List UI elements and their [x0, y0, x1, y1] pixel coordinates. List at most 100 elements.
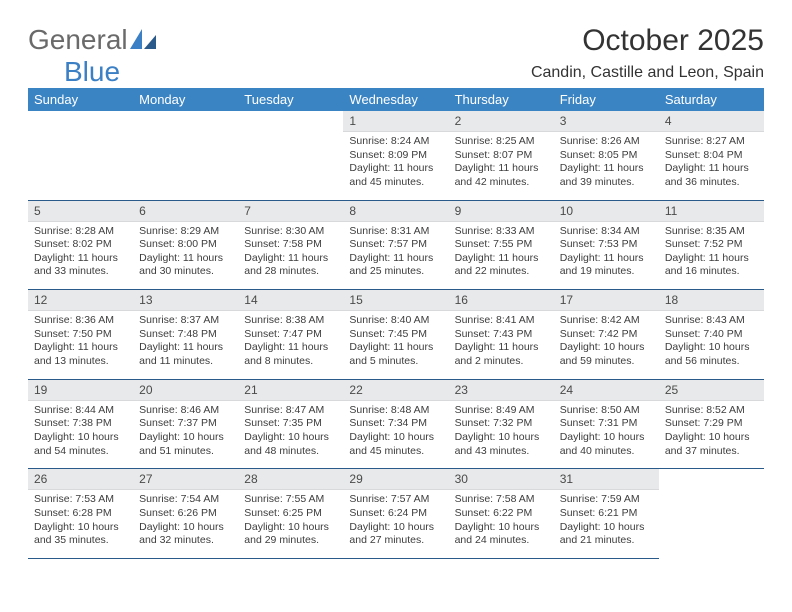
calendar-day-cell: 17Sunrise: 8:42 AMSunset: 7:42 PMDayligh… [554, 290, 659, 380]
month-title: October 2025 [582, 24, 764, 58]
calendar-day-cell: 29Sunrise: 7:57 AMSunset: 6:24 PMDayligh… [343, 469, 448, 559]
calendar-day-cell: 19Sunrise: 8:44 AMSunset: 7:38 PMDayligh… [28, 379, 133, 469]
day-number: 24 [554, 380, 659, 401]
daylight-text: Daylight: 10 hours [34, 431, 127, 445]
calendar-week-row: 19Sunrise: 8:44 AMSunset: 7:38 PMDayligh… [28, 379, 764, 469]
logo-text-blue: Blue [64, 56, 120, 88]
daylight-text: Daylight: 11 hours [349, 162, 442, 176]
daylight-text: and 27 minutes. [349, 534, 442, 548]
sunset-text: Sunset: 7:47 PM [244, 328, 337, 342]
day-number: 29 [343, 469, 448, 490]
day-details [133, 129, 238, 187]
daylight-text: Daylight: 10 hours [349, 521, 442, 535]
sunrise-text: Sunrise: 8:47 AM [244, 404, 337, 418]
daylight-text: Daylight: 11 hours [349, 252, 442, 266]
day-number [133, 111, 238, 129]
sunrise-text: Sunrise: 8:28 AM [34, 225, 127, 239]
day-details: Sunrise: 8:50 AMSunset: 7:31 PMDaylight:… [554, 401, 659, 469]
sunrise-text: Sunrise: 8:50 AM [560, 404, 653, 418]
daylight-text: and 2 minutes. [455, 355, 548, 369]
logo: General [28, 24, 156, 56]
daylight-text: Daylight: 10 hours [34, 521, 127, 535]
calendar-day-cell: 2Sunrise: 8:25 AMSunset: 8:07 PMDaylight… [449, 111, 554, 200]
calendar-week-row: 26Sunrise: 7:53 AMSunset: 6:28 PMDayligh… [28, 469, 764, 559]
day-number: 15 [343, 290, 448, 311]
calendar-day-cell: 20Sunrise: 8:46 AMSunset: 7:37 PMDayligh… [133, 379, 238, 469]
sunrise-text: Sunrise: 7:59 AM [560, 493, 653, 507]
weekday-header: Monday [133, 88, 238, 111]
daylight-text: and 8 minutes. [244, 355, 337, 369]
sunrise-text: Sunrise: 8:49 AM [455, 404, 548, 418]
daylight-text: and 16 minutes. [665, 265, 758, 279]
sunset-text: Sunset: 6:26 PM [139, 507, 232, 521]
daylight-text: Daylight: 10 hours [560, 431, 653, 445]
sunset-text: Sunset: 8:00 PM [139, 238, 232, 252]
day-number: 23 [449, 380, 554, 401]
calendar-body: 1Sunrise: 8:24 AMSunset: 8:09 PMDaylight… [28, 111, 764, 558]
daylight-text: Daylight: 11 hours [34, 341, 127, 355]
sunset-text: Sunset: 7:48 PM [139, 328, 232, 342]
day-number: 9 [449, 201, 554, 222]
daylight-text: and 21 minutes. [560, 534, 653, 548]
day-details: Sunrise: 8:37 AMSunset: 7:48 PMDaylight:… [133, 311, 238, 379]
sunrise-text: Sunrise: 8:40 AM [349, 314, 442, 328]
sunrise-text: Sunrise: 8:35 AM [665, 225, 758, 239]
weekday-header: Saturday [659, 88, 764, 111]
daylight-text: Daylight: 11 hours [455, 252, 548, 266]
day-details: Sunrise: 8:36 AMSunset: 7:50 PMDaylight:… [28, 311, 133, 379]
calendar-day-cell: 31Sunrise: 7:59 AMSunset: 6:21 PMDayligh… [554, 469, 659, 559]
sunset-text: Sunset: 7:58 PM [244, 238, 337, 252]
sunset-text: Sunset: 6:21 PM [560, 507, 653, 521]
daylight-text: and 24 minutes. [455, 534, 548, 548]
logo-blue-line: Blue [28, 56, 120, 88]
day-details [659, 487, 764, 545]
day-details: Sunrise: 7:58 AMSunset: 6:22 PMDaylight:… [449, 490, 554, 558]
sunrise-text: Sunrise: 8:38 AM [244, 314, 337, 328]
calendar-day-cell [133, 111, 238, 200]
day-number: 27 [133, 469, 238, 490]
calendar-day-cell: 27Sunrise: 7:54 AMSunset: 6:26 PMDayligh… [133, 469, 238, 559]
daylight-text: Daylight: 11 hours [139, 252, 232, 266]
sunset-text: Sunset: 8:05 PM [560, 149, 653, 163]
day-number: 30 [449, 469, 554, 490]
daylight-text: and 29 minutes. [244, 534, 337, 548]
sunrise-text: Sunrise: 7:58 AM [455, 493, 548, 507]
day-details: Sunrise: 8:41 AMSunset: 7:43 PMDaylight:… [449, 311, 554, 379]
sunset-text: Sunset: 7:53 PM [560, 238, 653, 252]
location-text: Candin, Castille and Leon, Spain [531, 64, 764, 82]
sunrise-text: Sunrise: 8:34 AM [560, 225, 653, 239]
day-details: Sunrise: 8:26 AMSunset: 8:05 PMDaylight:… [554, 132, 659, 200]
calendar-day-cell [659, 469, 764, 559]
day-number: 14 [238, 290, 343, 311]
weekday-header: Sunday [28, 88, 133, 111]
day-details: Sunrise: 8:48 AMSunset: 7:34 PMDaylight:… [343, 401, 448, 469]
calendar-day-cell: 28Sunrise: 7:55 AMSunset: 6:25 PMDayligh… [238, 469, 343, 559]
sunset-text: Sunset: 7:50 PM [34, 328, 127, 342]
day-details: Sunrise: 7:59 AMSunset: 6:21 PMDaylight:… [554, 490, 659, 558]
daylight-text: and 39 minutes. [560, 176, 653, 190]
day-details: Sunrise: 8:31 AMSunset: 7:57 PMDaylight:… [343, 222, 448, 290]
day-number [28, 111, 133, 129]
day-number: 19 [28, 380, 133, 401]
calendar-day-cell: 16Sunrise: 8:41 AMSunset: 7:43 PMDayligh… [449, 290, 554, 380]
daylight-text: and 56 minutes. [665, 355, 758, 369]
day-details [238, 129, 343, 187]
sunset-text: Sunset: 7:37 PM [139, 417, 232, 431]
day-number: 18 [659, 290, 764, 311]
calendar-day-cell: 30Sunrise: 7:58 AMSunset: 6:22 PMDayligh… [449, 469, 554, 559]
day-details: Sunrise: 8:25 AMSunset: 8:07 PMDaylight:… [449, 132, 554, 200]
daylight-text: and 32 minutes. [139, 534, 232, 548]
sunrise-text: Sunrise: 8:31 AM [349, 225, 442, 239]
daylight-text: Daylight: 11 hours [560, 252, 653, 266]
day-details: Sunrise: 8:29 AMSunset: 8:00 PMDaylight:… [133, 222, 238, 290]
sunrise-text: Sunrise: 8:37 AM [139, 314, 232, 328]
calendar-week-row: 5Sunrise: 8:28 AMSunset: 8:02 PMDaylight… [28, 200, 764, 290]
sunrise-text: Sunrise: 8:41 AM [455, 314, 548, 328]
day-number: 22 [343, 380, 448, 401]
day-details [28, 129, 133, 187]
daylight-text: Daylight: 10 hours [560, 521, 653, 535]
day-number: 4 [659, 111, 764, 132]
daylight-text: Daylight: 11 hours [455, 162, 548, 176]
day-details: Sunrise: 8:35 AMSunset: 7:52 PMDaylight:… [659, 222, 764, 290]
sunrise-text: Sunrise: 8:25 AM [455, 135, 548, 149]
